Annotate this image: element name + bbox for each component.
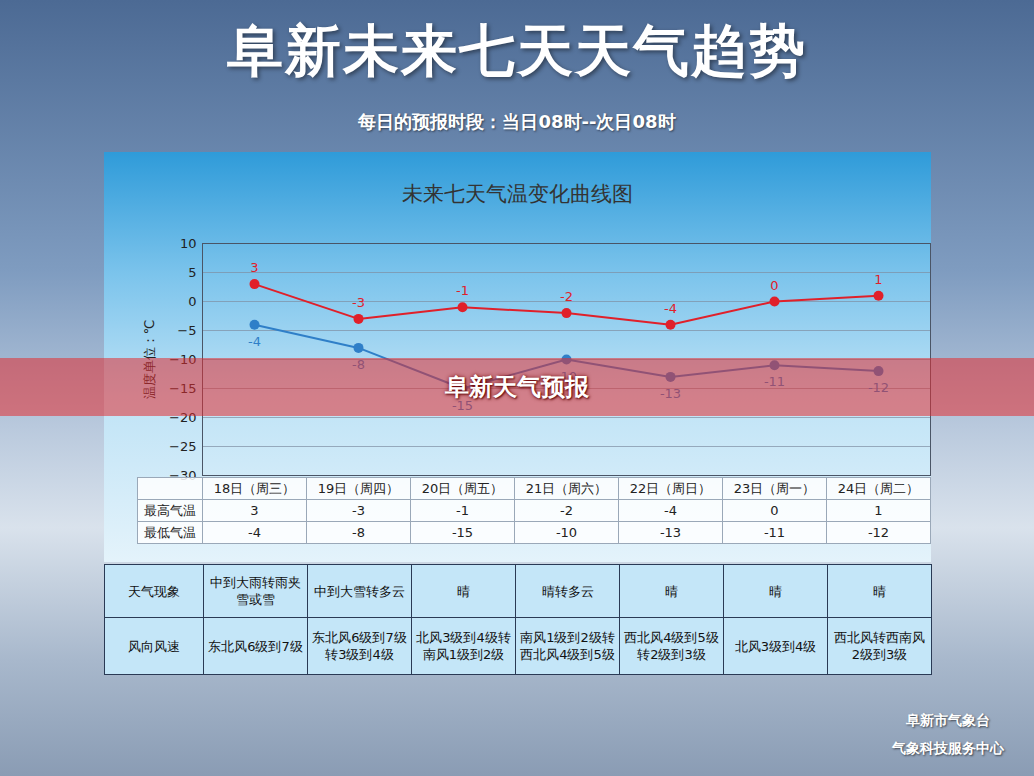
svg-text:0: 0 — [188, 294, 196, 309]
html-text:-10: -10 — [555, 525, 578, 540]
svg-text:10: 10 — [180, 236, 197, 251]
html-text:-1: -1 — [456, 503, 469, 518]
html-text:未来七天气温变化曲线图: 未来七天气温变化曲线图 — [402, 182, 633, 206]
html-text:西北风转西南风2级到3级: 西北风转西南风2级到3级 — [834, 630, 925, 662]
html-text:晴转多云: 晴转多云 — [541, 583, 594, 599]
html-text:北风3级到4级: 北风3级到4级 — [734, 638, 817, 654]
svg-text:1: 1 — [874, 272, 882, 287]
html-text:阜新市气象台: 阜新市气象台 — [906, 712, 990, 728]
html-text:18日（周三）: 18日（周三） — [213, 480, 296, 496]
html-text:-8: -8 — [352, 525, 365, 540]
html-text:阜新天气预报: 阜新天气预报 — [445, 373, 589, 401]
html-text:-15: -15 — [451, 525, 474, 540]
html-text:-4: -4 — [248, 525, 261, 540]
html-text:-11: -11 — [763, 525, 786, 540]
svg-text:-4: -4 — [248, 334, 261, 349]
html-text:1: 1 — [874, 503, 883, 518]
svg-text:5: 5 — [188, 265, 196, 280]
html-text:23日（周一）: 23日（周一） — [733, 480, 816, 496]
svg-text:-2: -2 — [560, 289, 573, 304]
html-text:晴: 晴 — [457, 583, 470, 599]
html-text:风向风速: 风向风速 — [128, 638, 180, 654]
html-text:21日（周六）: 21日（周六） — [525, 480, 608, 496]
svg-text:0: 0 — [770, 278, 778, 293]
svg-text:−30: −30 — [169, 467, 197, 483]
html-text:3: 3 — [250, 503, 259, 518]
html-text:最低气温: 最低气温 — [144, 524, 196, 540]
html-text:晴: 晴 — [873, 583, 886, 599]
html-text:东北风6级到7级: 东北风6级到7级 — [208, 638, 303, 654]
html-text:19日（周四）: 19日（周四） — [317, 480, 400, 496]
svg-text:-4: -4 — [664, 301, 677, 316]
html-text:天气现象: 天气现象 — [128, 583, 180, 599]
html-text:-4: -4 — [664, 503, 677, 518]
html-text:22日（周日）: 22日（周日） — [629, 480, 712, 496]
html-text:20日（周五）: 20日（周五） — [421, 480, 504, 496]
html-text:晴: 晴 — [665, 583, 678, 599]
html-text:中到大雨转雨夹雪或雪: 中到大雨转雨夹雪或雪 — [210, 575, 301, 607]
svg-text:-3: -3 — [352, 295, 365, 310]
html-text:0: 0 — [770, 503, 779, 518]
html-text:-13: -13 — [659, 525, 682, 540]
html-text:最高气温: 最高气温 — [144, 502, 196, 518]
html-text:北风3级到4级转南风1级到2级: 北风3级到4级转南风1级到2级 — [416, 630, 511, 662]
svg-text:−20: −20 — [169, 409, 197, 425]
html-text:西北风4级到5级转2级到3级: 西北风4级到5级转2级到3级 — [624, 630, 719, 662]
html-text:阜新未来七天天气趋势: 阜新未来七天天气趋势 — [227, 18, 807, 83]
svg-text:3: 3 — [250, 260, 258, 275]
html-text:-2: -2 — [560, 503, 573, 518]
html-text:晴: 晴 — [769, 583, 782, 599]
svg-text:−25: −25 — [169, 439, 196, 454]
svg-text:−5: −5 — [177, 323, 196, 338]
html-text:-3: -3 — [352, 503, 365, 518]
html-text:-12: -12 — [867, 525, 890, 540]
html-text:气象科技服务中心: 气象科技服务中心 — [892, 740, 1004, 756]
html-text:24日（周二）: 24日（周二） — [837, 480, 920, 496]
html-text:中到大雪转多云: 中到大雪转多云 — [314, 583, 405, 599]
html-text:南风1级到2级转西北风4级到5级: 南风1级到2级转西北风4级到5级 — [520, 630, 615, 662]
svg-text:-1: -1 — [456, 283, 469, 298]
html-text:每日的预报时段：当日08时--次日08时: 每日的预报时段：当日08时--次日08时 — [358, 111, 676, 132]
html-text:东北风6级到7级转3级到4级: 东北风6级到7级转3级到4级 — [312, 630, 407, 662]
